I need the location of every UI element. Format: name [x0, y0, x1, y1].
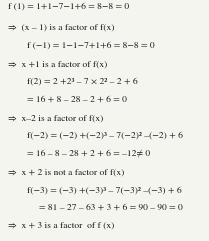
- Text: ⇒  x +1 is a factor of f(x): ⇒ x +1 is a factor of f(x): [8, 60, 108, 68]
- Text: = 16 + 8 – 28 – 2 + 6 = 0: = 16 + 8 – 28 – 2 + 6 = 0: [27, 95, 126, 103]
- Text: ⇒  x–2 is a factor of f(x): ⇒ x–2 is a factor of f(x): [8, 114, 104, 122]
- Text: = 16 – 8 – 28 + 2 + 6 = –12≠ 0: = 16 – 8 – 28 + 2 + 6 = –12≠ 0: [27, 150, 150, 158]
- Text: ⇒  x + 3 is a factor  of f (x): ⇒ x + 3 is a factor of f (x): [8, 222, 115, 230]
- Text: f(2) = 2⁴+2³ – 7 × 2² – 2 + 6: f(2) = 2⁴+2³ – 7 × 2² – 2 + 6: [27, 78, 137, 86]
- Text: ⇒  (x – 1) is a factor of f(x): ⇒ (x – 1) is a factor of f(x): [8, 24, 115, 32]
- Text: f (−1) = 1−1−7+1+6 = 8−8 = 0: f (−1) = 1−1−7+1+6 = 8−8 = 0: [27, 42, 154, 50]
- Text: = 81 – 27 – 63 + 3 + 6 = 90 – 90 = 0: = 81 – 27 – 63 + 3 + 6 = 90 – 90 = 0: [39, 204, 183, 212]
- Text: ⇒  x + 2 is not a factor of f(x): ⇒ x + 2 is not a factor of f(x): [8, 169, 125, 177]
- Text: f (1) = 1+1−7−1+6 = 8−8 = 0: f (1) = 1+1−7−1+6 = 8−8 = 0: [8, 3, 129, 11]
- Text: f(−2) = (−2)⁴+(−2)³ – 7(−2)² –(−2) + 6: f(−2) = (−2)⁴+(−2)³ – 7(−2)² –(−2) + 6: [27, 132, 182, 140]
- Text: f(−3) = (−3)⁴+(−3)³ – 7(−3)² –(−3) + 6: f(−3) = (−3)⁴+(−3)³ – 7(−3)² –(−3) + 6: [27, 186, 181, 194]
